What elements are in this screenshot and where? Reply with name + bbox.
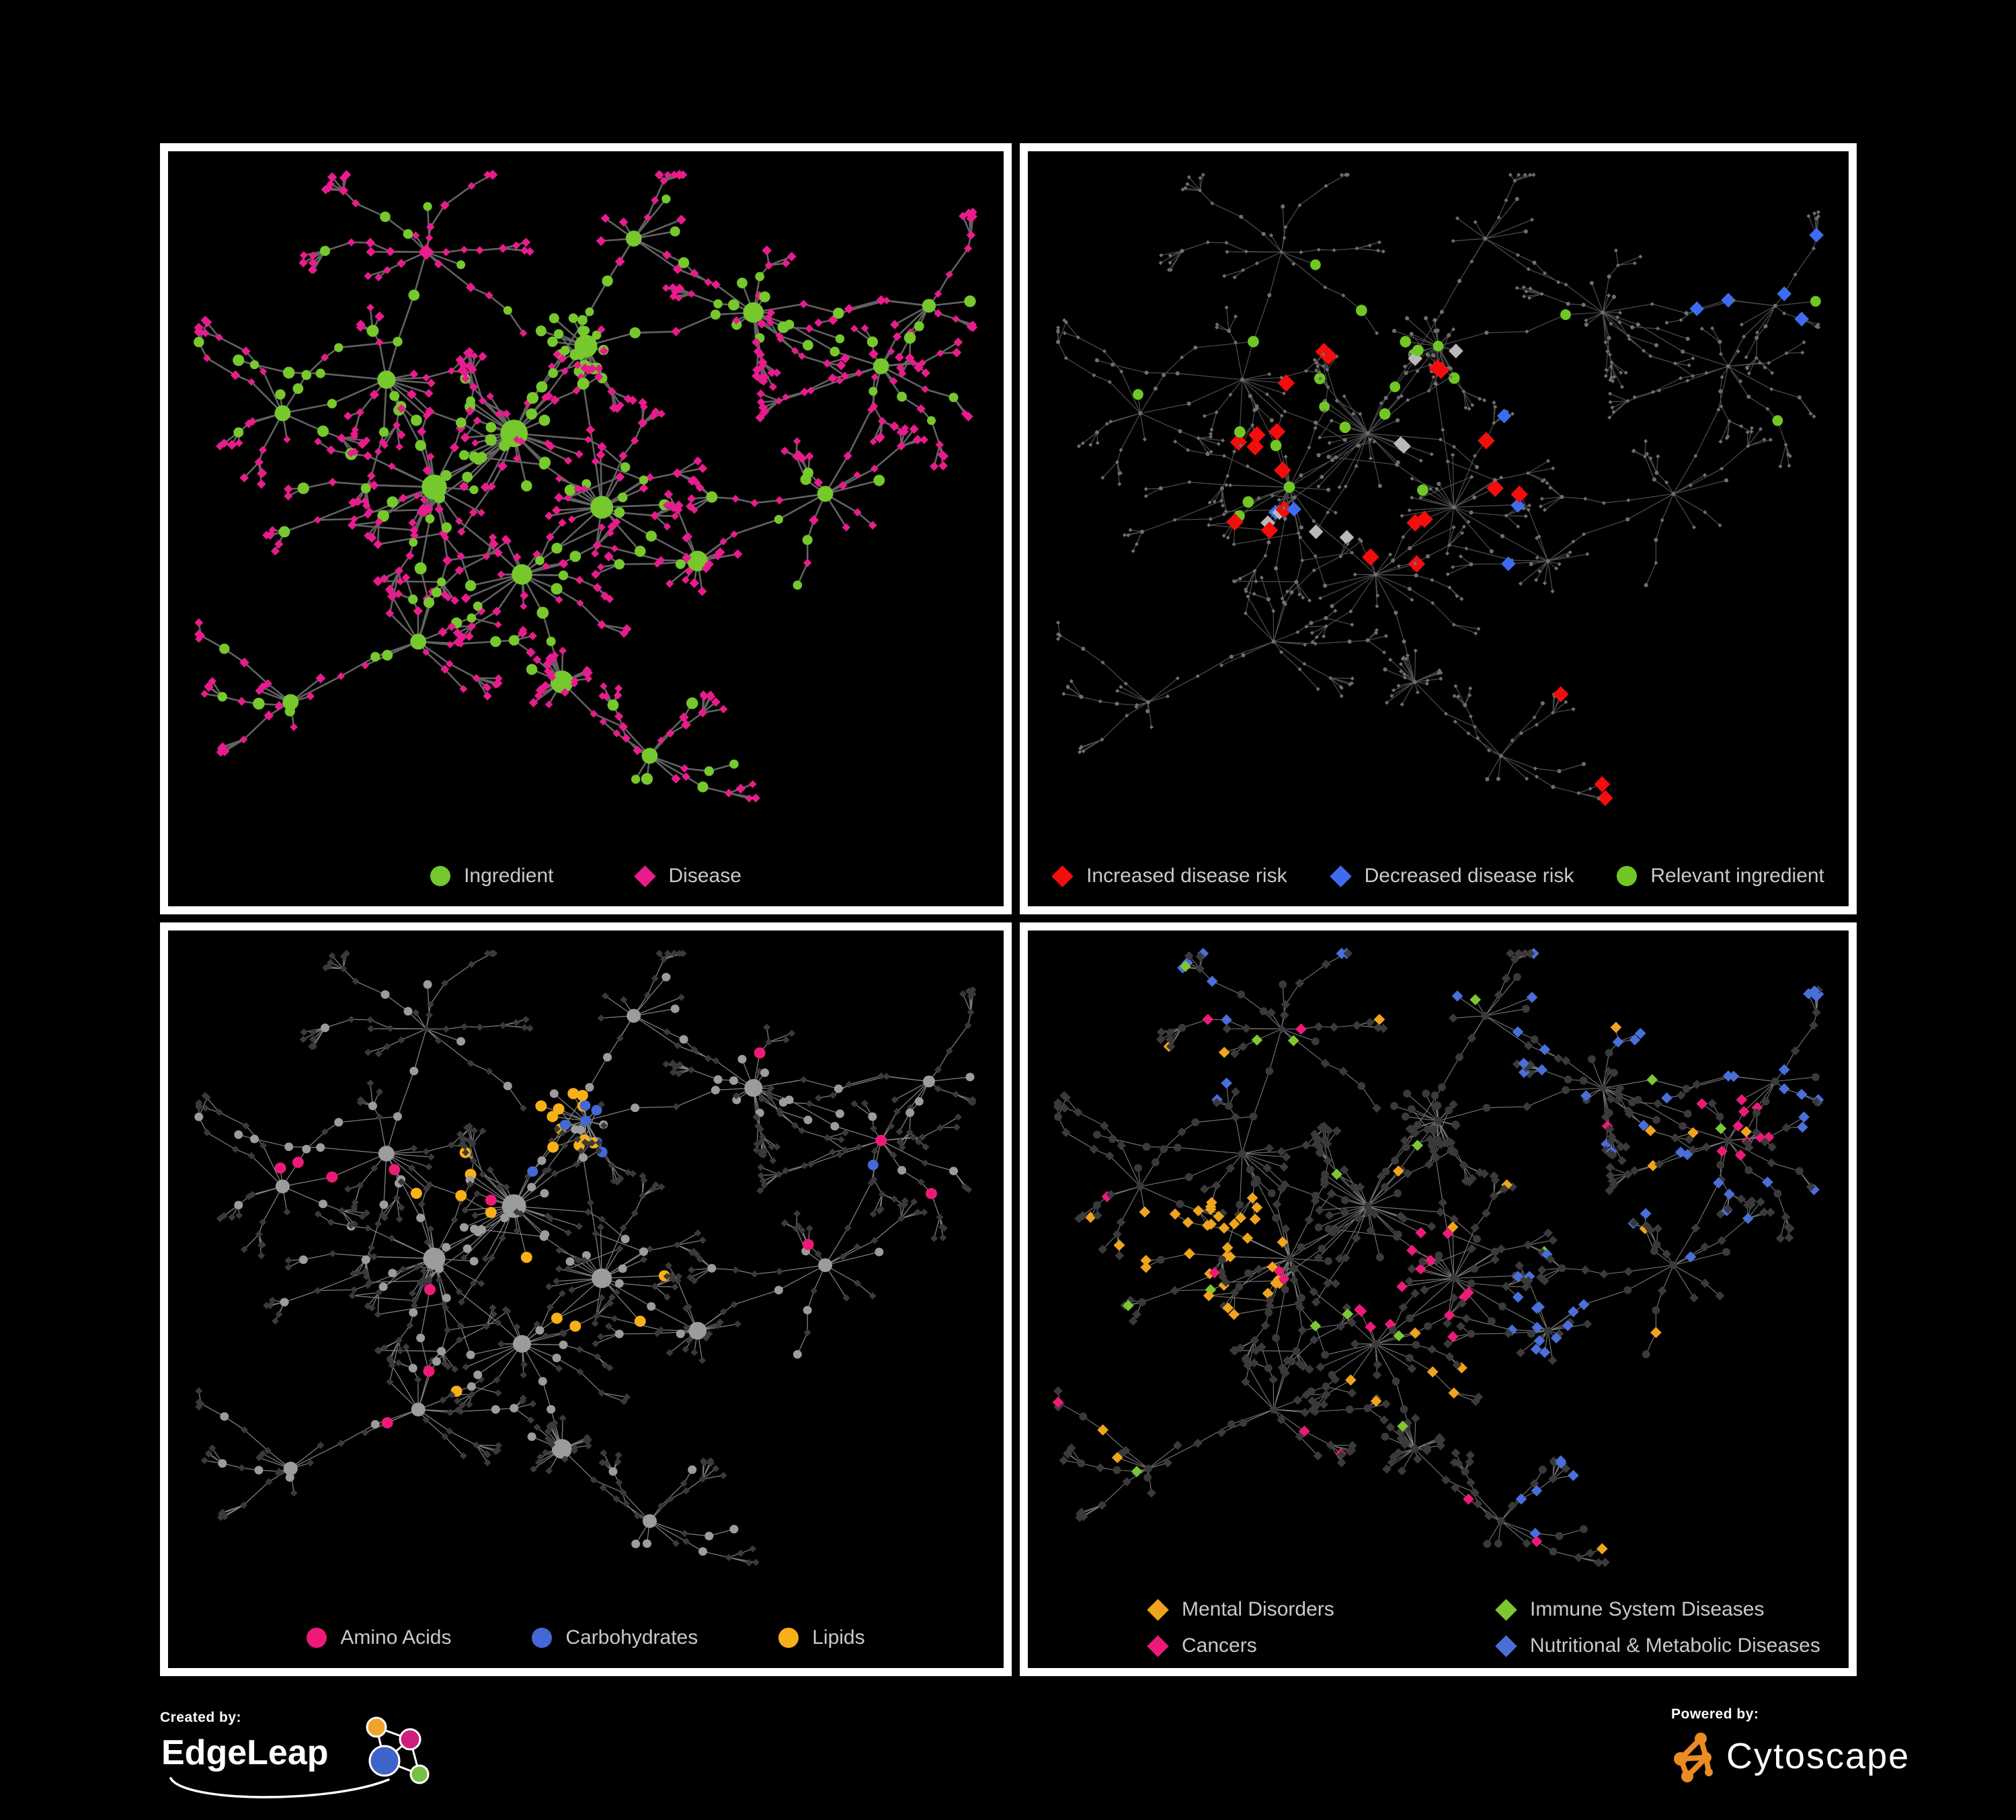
legend-marker-circle-icon [430, 866, 451, 886]
legend-label: Increased disease risk [1086, 865, 1287, 887]
legend-marker-diamond-icon [1051, 865, 1074, 887]
network-graph-ingredient-disease [194, 169, 978, 803]
network-graph-nutrient-classes [194, 949, 977, 1567]
powered-by-block: Powered by: Cytoscape [1671, 1706, 1987, 1807]
legend-disease-risk: Increased disease risk Decreased disease … [1028, 865, 1849, 887]
edgeleap-node-orange [366, 1716, 387, 1738]
legend-label: Mental Disorders [1182, 1598, 1334, 1620]
legend-label: Nutritional & Metabolic Diseases [1530, 1634, 1820, 1657]
legend-marker-circle-icon [778, 1628, 799, 1648]
legend-item: Cancers [1147, 1634, 1415, 1657]
legend-marker-circle-icon [307, 1628, 327, 1648]
edgeleap-node-magenta [399, 1728, 421, 1751]
legend-item: Immune System Diseases [1495, 1598, 1820, 1621]
legend-item: Decreased disease risk [1329, 865, 1574, 887]
cytoscape-logo-icon [1674, 1733, 1713, 1782]
legend-marker-diamond-icon [1329, 865, 1352, 887]
panel-ingredient-disease: Ingredient Disease [160, 143, 1012, 914]
legend-item: Carbohydrates [532, 1626, 698, 1649]
legend-marker-diamond-icon [1495, 1634, 1517, 1657]
powered-by-label: Powered by: [1671, 1706, 1759, 1722]
legend-label: Decreased disease risk [1364, 865, 1574, 887]
legend-label: Immune System Diseases [1530, 1598, 1765, 1620]
legend-marker-diamond-icon [1147, 1598, 1169, 1621]
panel-disease-categories: Mental Disorders Immune System Diseases Ca… [1020, 922, 1857, 1676]
legend-ingredient-disease: Ingredient Disease [168, 865, 1004, 887]
edgeleap-node-blue [368, 1745, 401, 1777]
legend-disease-categories: Mental Disorders Immune System Diseases Ca… [1028, 1598, 1849, 1657]
legend-label: Ingredient [464, 865, 554, 887]
edgeleap-brand: EdgeLeap [161, 1733, 329, 1772]
legend-item: Amino Acids [307, 1626, 451, 1649]
legend-item: Nutritional & Metabolic Diseases [1495, 1634, 1820, 1657]
network-graph-disease-categories [1052, 947, 1824, 1568]
legend-label: Cancers [1182, 1634, 1257, 1657]
edgeleap-links [375, 1726, 421, 1776]
panel-nutrient-classes: Amino Acids Carbohydrates Lipids [160, 922, 1012, 1676]
legend-nutrient-classes: Amino Acids Carbohydrates Lipids [168, 1626, 1004, 1649]
legend-marker-circle-icon [532, 1628, 553, 1648]
legend-label: Amino Acids [340, 1626, 452, 1649]
legend-item: Disease [633, 865, 741, 887]
network-graph-disease-risk [1055, 172, 1824, 807]
legend-item: Lipids [778, 1626, 865, 1649]
legend-marker-diamond-icon [633, 865, 656, 887]
edgeleap-swoosh [169, 1777, 390, 1798]
legend-marker-diamond-icon [1495, 1598, 1517, 1621]
legend-label: Disease [668, 865, 741, 887]
legend-item: Increased disease risk [1051, 865, 1287, 887]
cytoscape-brand: Cytoscape [1726, 1736, 1910, 1776]
panel-disease-risk: Increased disease risk Decreased disease … [1020, 143, 1857, 914]
edgeleap-logo-icon [169, 1716, 430, 1798]
legend-item: Relevant ingredient [1617, 865, 1824, 887]
legend-marker-circle-icon [1617, 866, 1638, 886]
legend-marker-diamond-icon [1147, 1634, 1169, 1657]
legend-label: Lipids [812, 1626, 865, 1649]
edgeleap-node-green [409, 1764, 430, 1784]
legend-label: Carbohydrates [565, 1626, 698, 1649]
legend-item: Ingredient [430, 865, 554, 887]
legend-item: Mental Disorders [1147, 1598, 1415, 1621]
legend-label: Relevant ingredient [1650, 865, 1824, 887]
created-by-block: Created by: EdgeLeap [160, 1710, 462, 1811]
created-by-label: Created by: [160, 1710, 242, 1725]
